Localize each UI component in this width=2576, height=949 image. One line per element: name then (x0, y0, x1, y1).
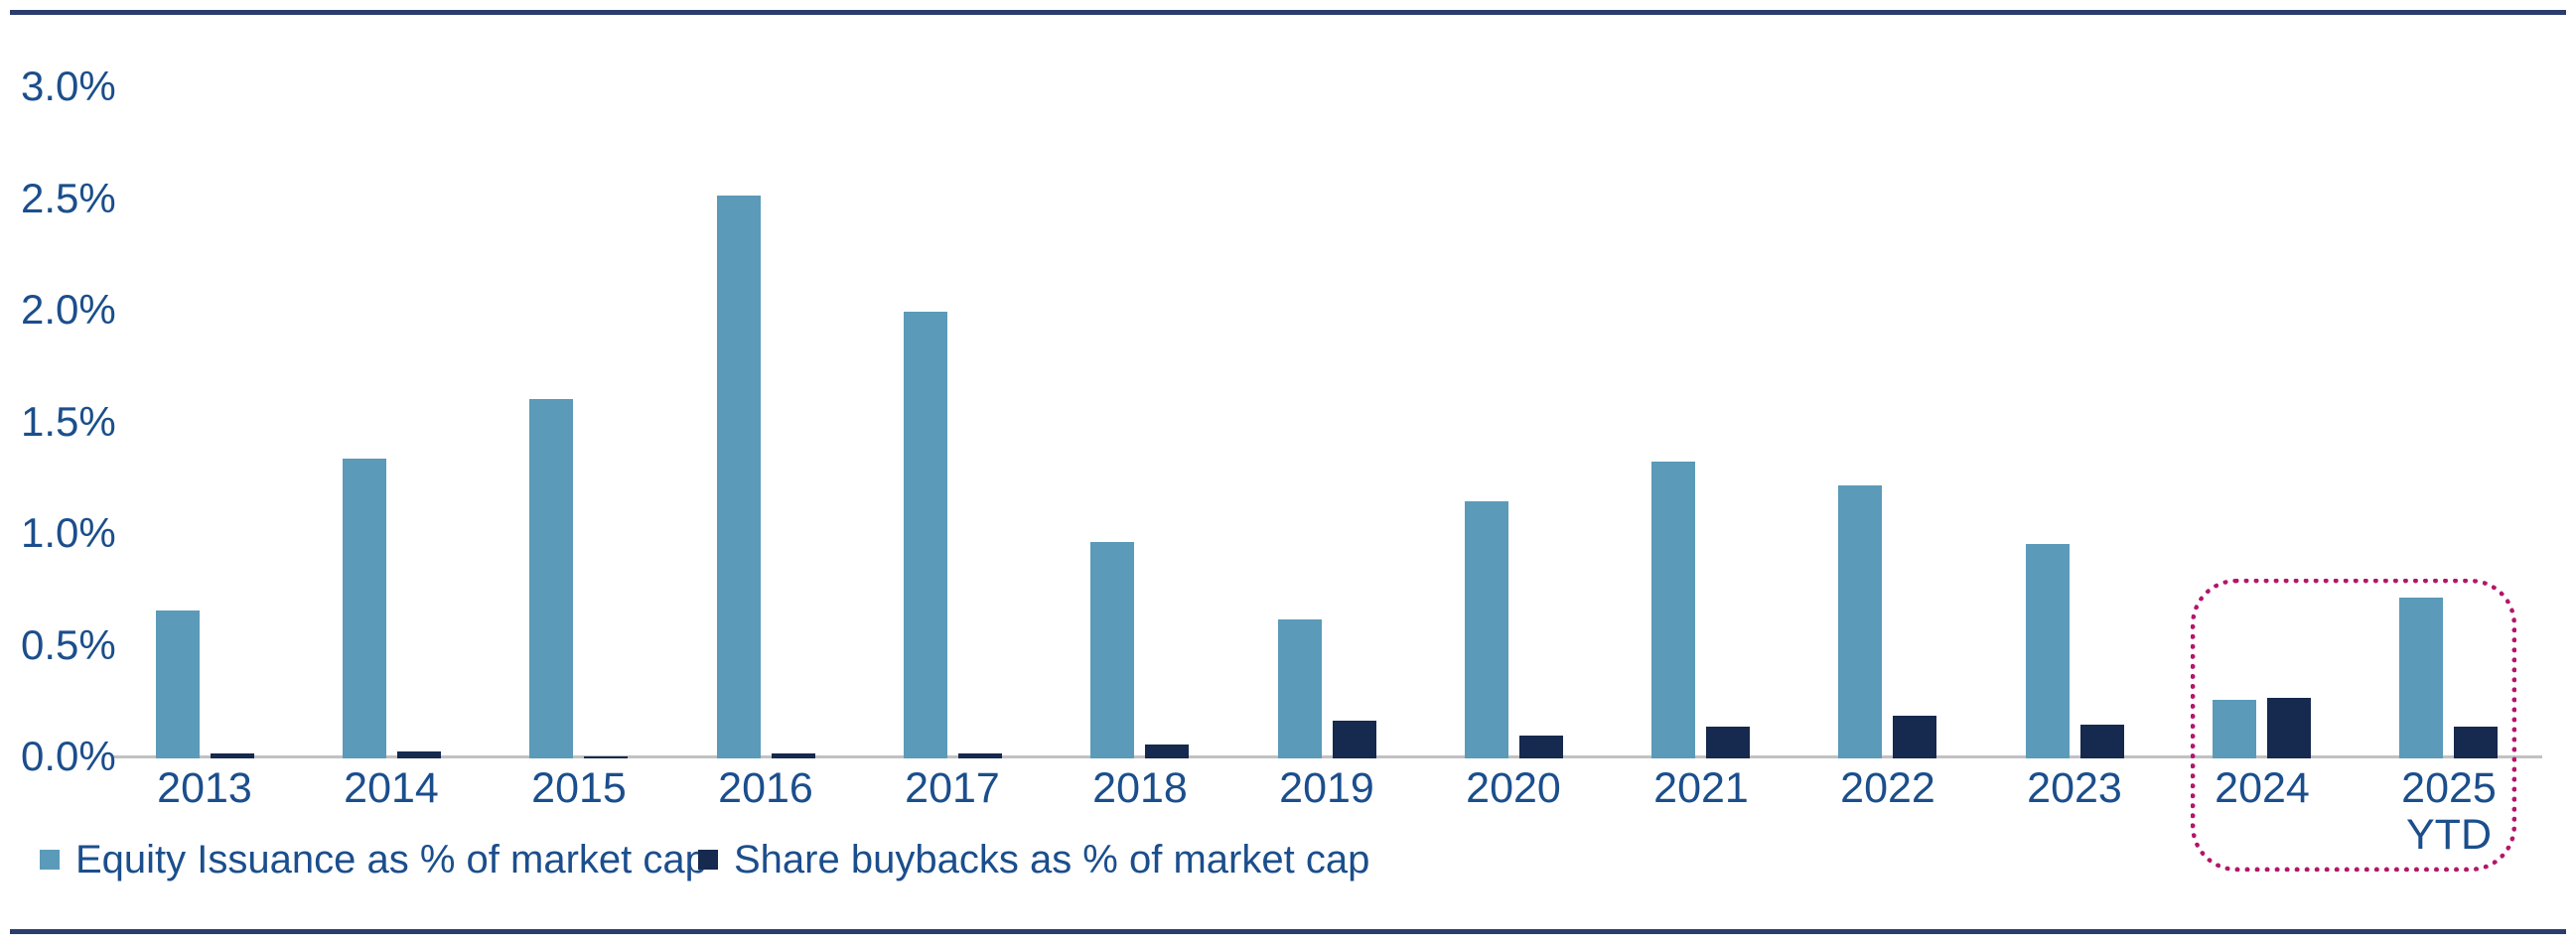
x-axis-label-2015: 2015 (531, 764, 627, 812)
bar-share-buybacks-2021 (1706, 727, 1750, 758)
bar-share-buybacks-2017 (958, 753, 1002, 758)
y-axis-tick-2.0%: 2.0% (21, 286, 116, 333)
x-axis-label-2022: 2022 (1840, 764, 1935, 812)
share-buybacks-legend-swatch (698, 850, 718, 870)
x-axis-label-2021: 2021 (1653, 764, 1749, 812)
bar-equity-issuance-2019 (1278, 619, 1322, 758)
bar-equity-issuance-2023 (2026, 544, 2070, 758)
bar-share-buybacks-2024 (2267, 698, 2311, 758)
legend-item-share-buybacks: Share buybacks as % of market cap (698, 838, 1369, 881)
bar-equity-issuance-2025-YTD (2399, 598, 2443, 758)
equity-issuance-legend-label: Equity Issuance as % of market cap (75, 837, 707, 881)
bar-equity-issuance-2014 (343, 459, 386, 758)
y-axis-tick-1.5%: 1.5% (21, 397, 116, 445)
x-axis-label-2023: 2023 (2027, 764, 2122, 812)
y-axis-tick-0.5%: 0.5% (21, 620, 116, 668)
bar-equity-issuance-2016 (717, 196, 761, 758)
bar-share-buybacks-2025-YTD (2454, 727, 2498, 758)
y-axis-tick-1.0%: 1.0% (21, 509, 116, 556)
x-axis-label-2024: 2024 (2215, 764, 2310, 812)
bar-share-buybacks-2023 (2080, 725, 2124, 758)
x-axis-label-2016: 2016 (718, 764, 813, 812)
bottom-border-line (10, 929, 2566, 934)
y-axis-tick-2.5%: 2.5% (21, 174, 116, 221)
bar-equity-issuance-2013 (156, 610, 200, 758)
x-axis-label-2014: 2014 (344, 764, 439, 812)
x-axis-label-2017: 2017 (905, 764, 1000, 812)
legend-item-equity-issuance: Equity Issuance as % of market cap (40, 838, 707, 881)
equity-issuance-legend-swatch (40, 850, 60, 870)
x-axis-label-2020: 2020 (1466, 764, 1561, 812)
x-axis-label-2013: 2013 (157, 764, 252, 812)
share-buybacks-legend-label: Share buybacks as % of market cap (734, 837, 1370, 881)
bar-equity-issuance-2018 (1090, 542, 1134, 758)
bar-share-buybacks-2014 (397, 751, 441, 758)
bar-equity-issuance-2015 (529, 399, 573, 758)
bar-equity-issuance-2022 (1838, 485, 1882, 758)
x-axis-label-2018: 2018 (1092, 764, 1188, 812)
bar-equity-issuance-2017 (904, 312, 947, 758)
bar-share-buybacks-2022 (1893, 716, 1936, 758)
y-axis-tick-3.0%: 3.0% (21, 63, 116, 109)
bar-equity-issuance-2020 (1465, 501, 1508, 758)
bar-share-buybacks-2016 (772, 753, 815, 758)
bar-share-buybacks-2015 (584, 756, 628, 758)
bar-equity-issuance-2024 (2213, 700, 2256, 758)
bar-share-buybacks-2020 (1519, 736, 1563, 758)
top-border-line (10, 10, 2566, 15)
bar-share-buybacks-2013 (211, 753, 254, 758)
bar-share-buybacks-2019 (1333, 721, 1376, 758)
x-axis-label-2019: 2019 (1279, 764, 1374, 812)
highlight-box-2024-2025-YTD (2191, 579, 2516, 872)
y-axis-tick-0.0%: 0.0% (21, 733, 116, 779)
bar-equity-issuance-2021 (1651, 462, 1695, 758)
bar-share-buybacks-2018 (1145, 745, 1189, 758)
x-axis-line (111, 755, 2542, 758)
